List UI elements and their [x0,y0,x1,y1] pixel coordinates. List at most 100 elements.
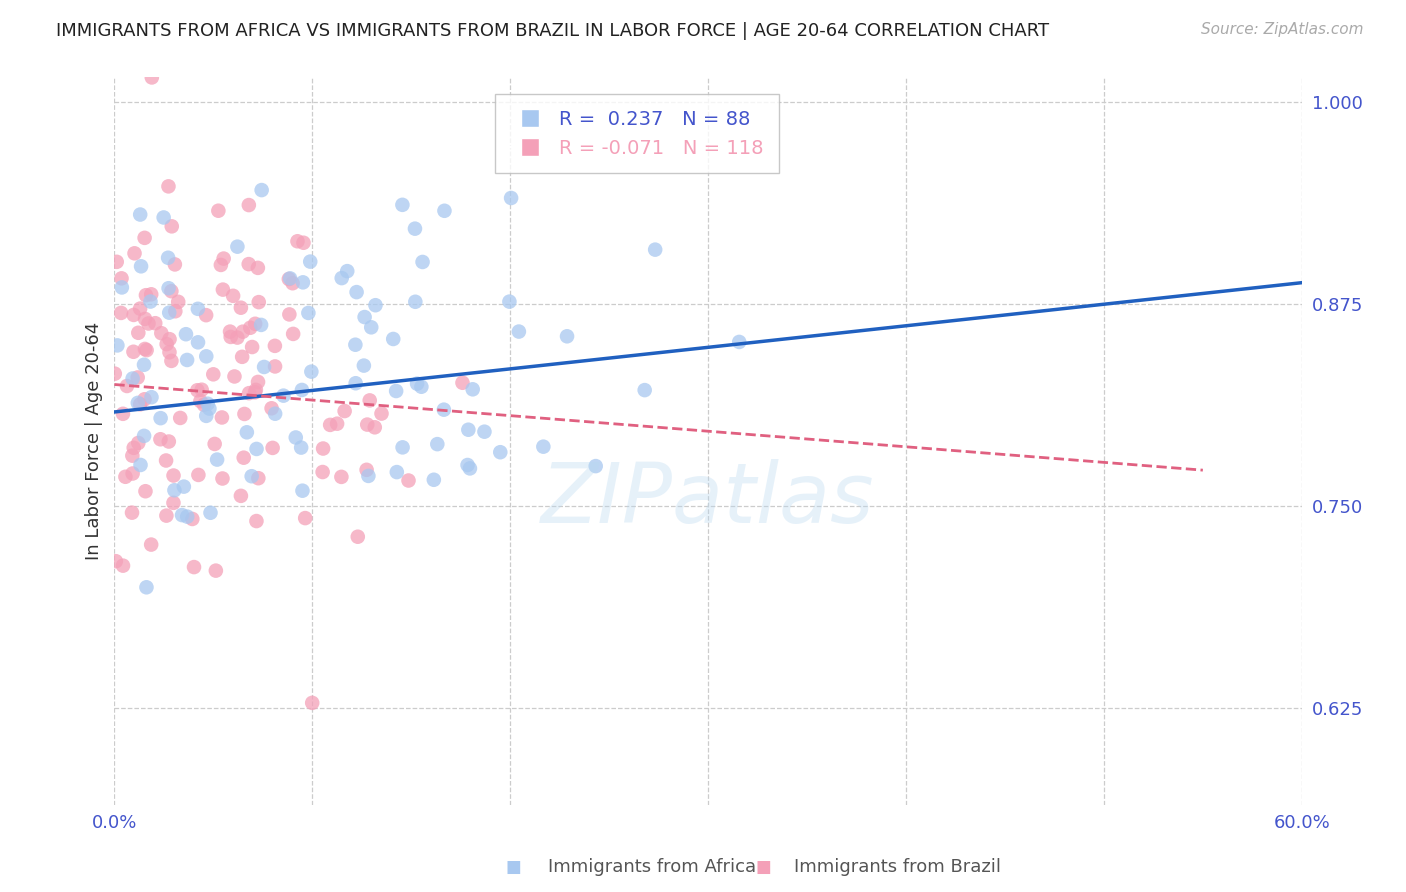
Point [404,294,426,309]
Text: Source: ZipAtlas.com: Source: ZipAtlas.com [1201,22,1364,37]
Point [167,294,190,309]
Point [457,423,479,437]
Point [205,564,228,578]
Point [222,289,245,303]
Point [152,211,174,225]
Point [134,312,156,326]
Point [353,359,375,373]
Point [121,506,143,520]
Point [162,496,184,510]
Point [297,306,319,320]
Point [141,390,163,404]
Point [122,308,145,322]
Y-axis label: In Labor Force | Age 20-64: In Labor Force | Age 20-64 [86,322,103,560]
Point [111,407,134,421]
Point [114,470,136,484]
Point [229,301,252,315]
Point [728,334,751,349]
Point [149,432,172,446]
Point [501,191,523,205]
Point [157,251,180,265]
Point [312,442,335,456]
Point [169,411,191,425]
Point [202,368,225,382]
Point [278,271,301,285]
Point [391,441,413,455]
Point [209,258,232,272]
Point [273,389,295,403]
Point [364,420,387,434]
Point [382,332,405,346]
Point [357,469,380,483]
Point [170,508,193,522]
Point [253,359,276,374]
Point [247,375,270,389]
Point [212,252,235,266]
Point [135,580,157,594]
Point [104,367,127,381]
Point [127,396,149,410]
Point [143,316,166,330]
Point [406,376,429,391]
Point [195,409,218,423]
Point [195,349,218,363]
Point [398,474,420,488]
Point [294,511,316,525]
Point [359,393,381,408]
Point [157,281,180,295]
Point [291,276,314,290]
Point [250,183,273,197]
Point [141,287,163,301]
Point [426,437,449,451]
Point [264,339,287,353]
Point [356,417,378,432]
Point [385,384,408,398]
Point [159,345,181,359]
Point [233,407,256,421]
Point [260,401,283,416]
Point [634,383,657,397]
Point [138,317,160,331]
Point [278,307,301,321]
Point [330,470,353,484]
Point [245,514,267,528]
Point [326,417,349,431]
Point [291,483,314,498]
Point [264,359,287,374]
Point [299,254,322,268]
Point [411,380,433,394]
Point [585,459,607,474]
Point [423,473,446,487]
Point [134,484,156,499]
Point [207,203,229,218]
Point [474,425,496,439]
Point [129,397,152,411]
Point [197,397,219,411]
Legend: R =  0.237   N = 88, R = -0.071   N = 118: R = 0.237 N = 88, R = -0.071 N = 118 [495,95,779,173]
Point [129,458,152,472]
Point [141,538,163,552]
Point [200,506,222,520]
Point [129,208,152,222]
Point [232,450,254,465]
Text: IMMIGRANTS FROM AFRICA VS IMMIGRANTS FROM BRAZIL IN LABOR FORCE | AGE 20-64 CORR: IMMIGRANTS FROM AFRICA VS IMMIGRANTS FRO… [56,22,1049,40]
Point [162,468,184,483]
Point [531,440,554,454]
Point [187,301,209,316]
Point [105,338,128,352]
Point [319,417,342,432]
Point [555,329,578,343]
Point [186,384,208,398]
Point [134,392,156,407]
Point [281,326,304,341]
Point [149,411,172,425]
Point [127,370,149,384]
Point [219,330,242,344]
Point [156,337,179,351]
Point [292,235,315,250]
Point [247,295,270,310]
Point [291,383,314,397]
Point [299,365,322,379]
Point [231,350,253,364]
Point [247,471,270,485]
